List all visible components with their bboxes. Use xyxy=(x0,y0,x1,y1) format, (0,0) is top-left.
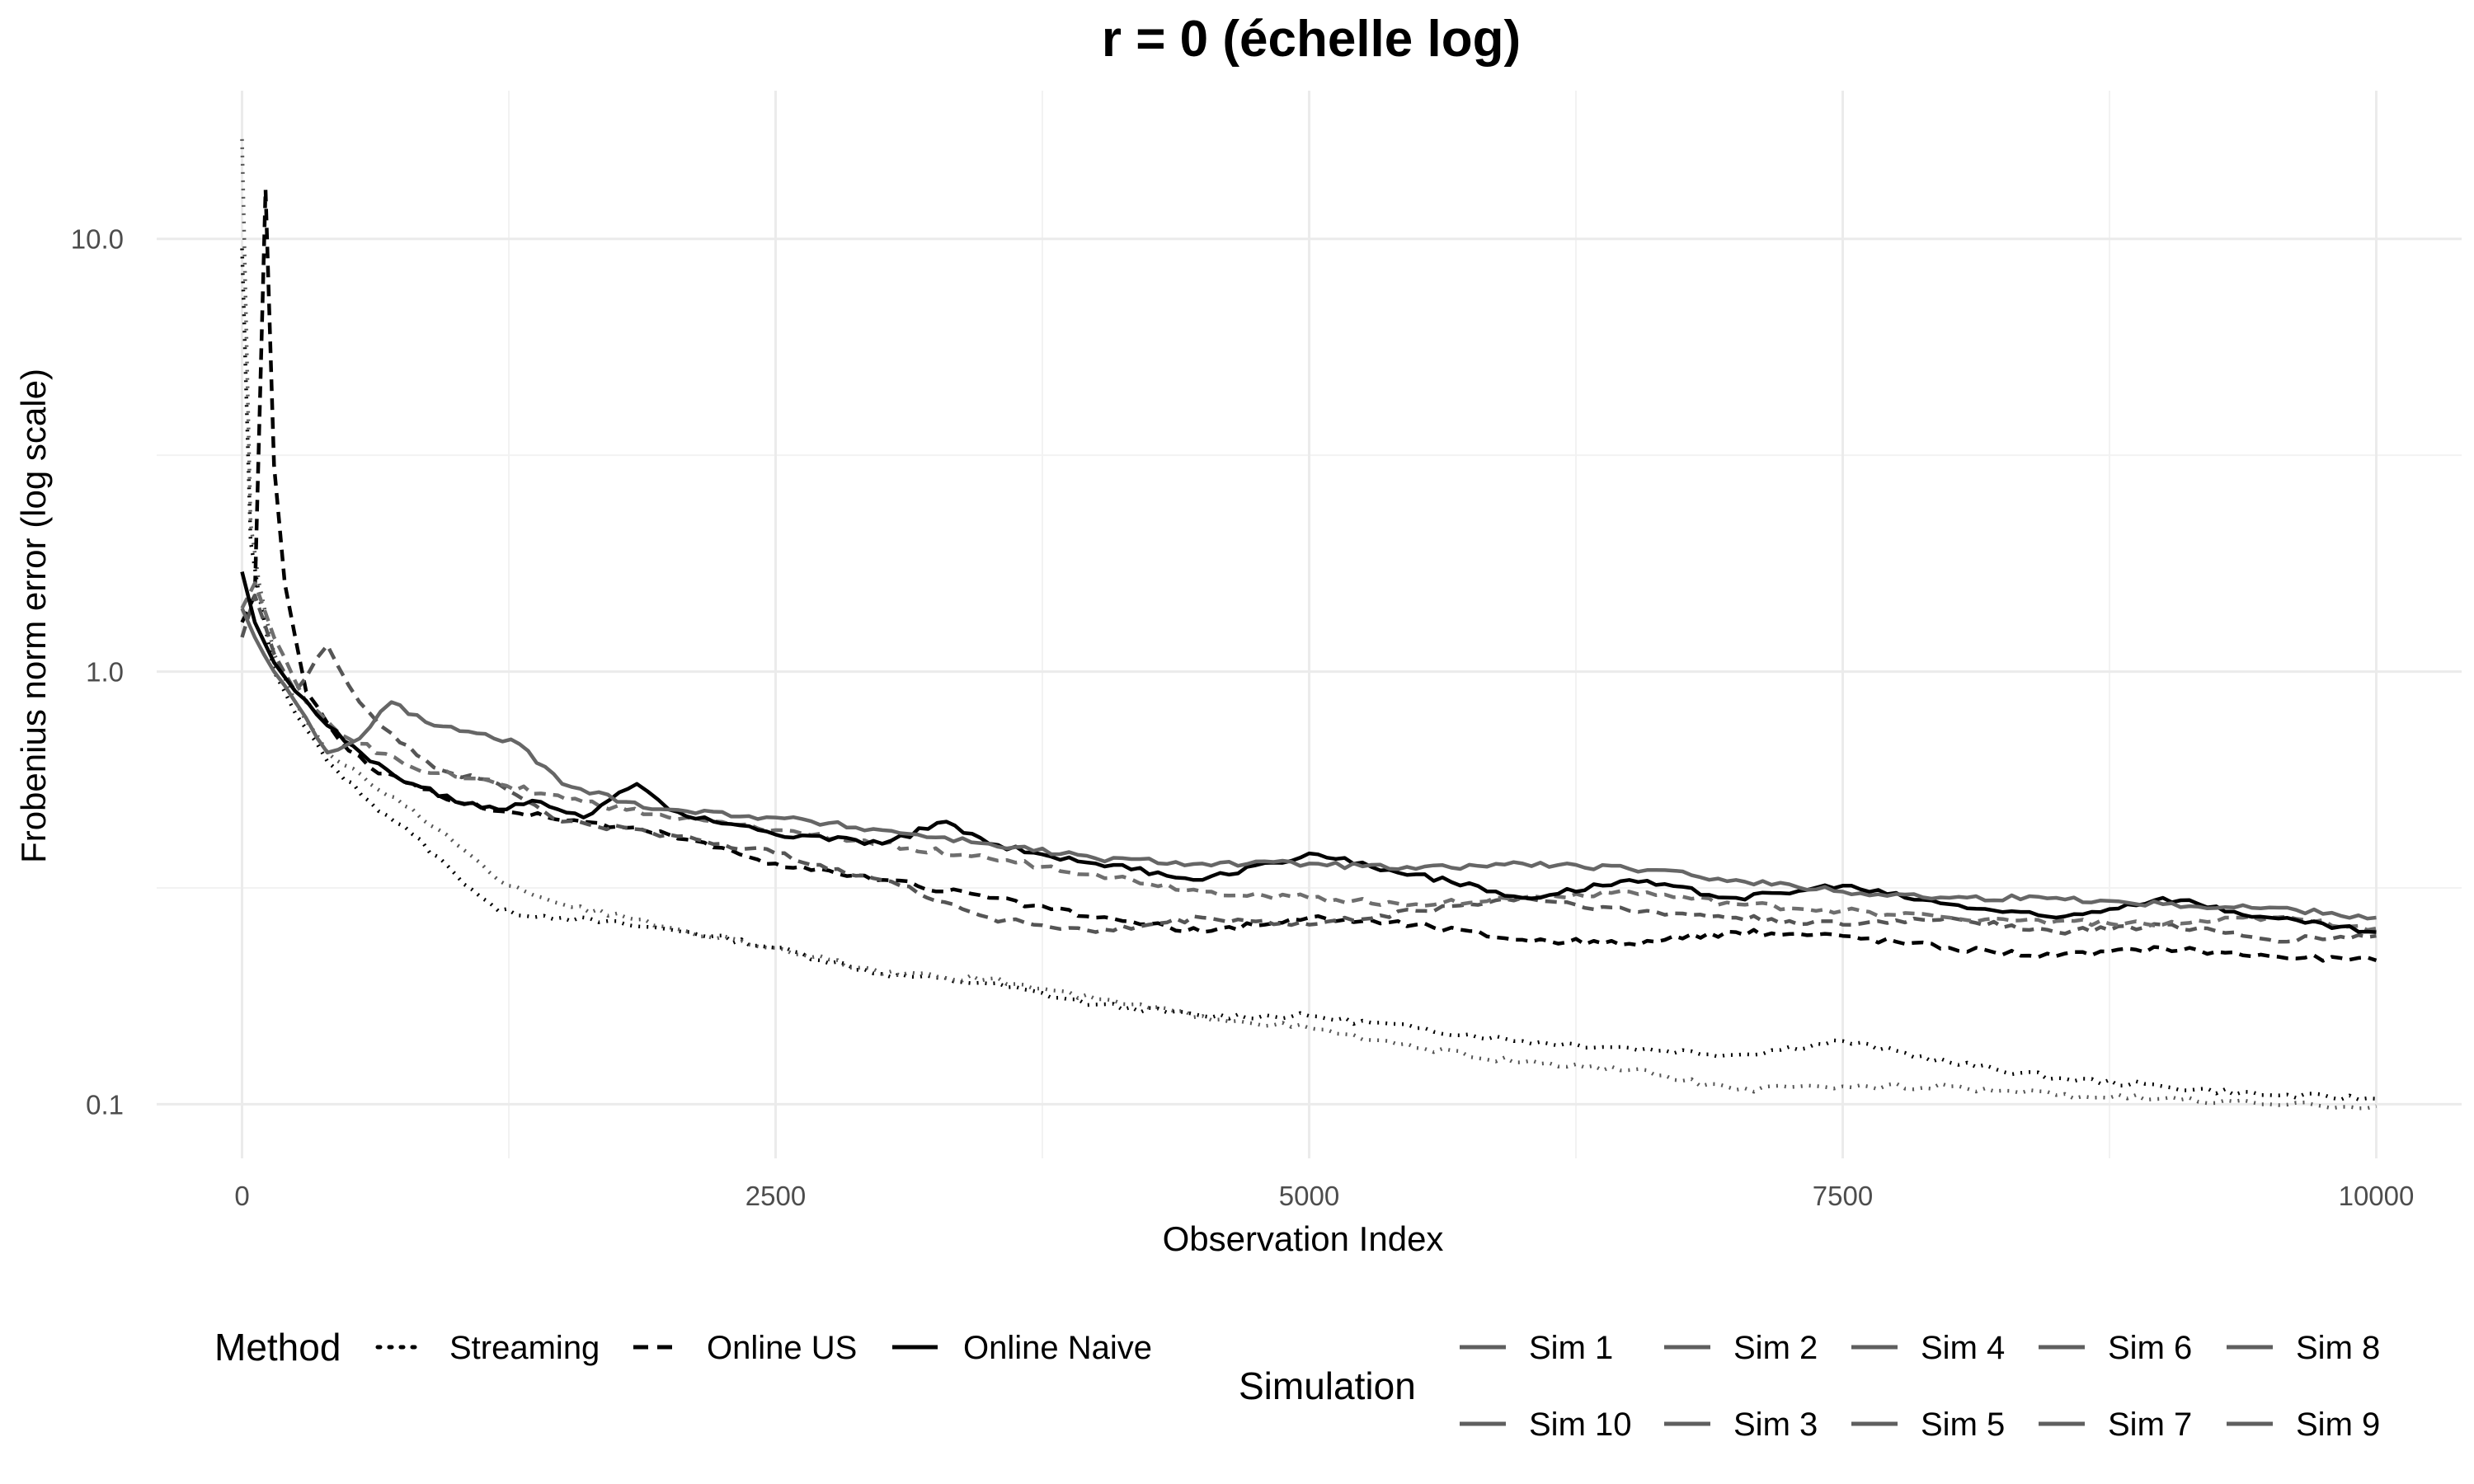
grid xyxy=(157,91,2462,1158)
legend-label-sim: Sim 2 xyxy=(1733,1330,1818,1366)
y-tick-label: 10.0 xyxy=(71,224,124,255)
legend-simulation: Simulation Sim 1 Sim 2 Sim 4 Sim 6 Sim 8 Sim … xyxy=(1239,1330,2380,1443)
legend-label-sim: Sim 5 xyxy=(1921,1407,2005,1443)
x-tick-label: 0 xyxy=(234,1181,249,1211)
legend-label-sim: Sim 1 xyxy=(1529,1330,1613,1366)
legend-label-sim: Sim 7 xyxy=(2108,1407,2192,1443)
legend-method-title: Method xyxy=(214,1326,341,1369)
legend-simulation-title: Simulation xyxy=(1239,1364,1416,1407)
legend-label-sim: Sim 4 xyxy=(1921,1330,2005,1366)
x-tick-label: 7500 xyxy=(1813,1181,1873,1211)
legend-method: Method Streaming Online US Online Naive xyxy=(214,1326,1152,1369)
series-line-online-us xyxy=(240,187,2378,963)
x-axis-title: Observation Index xyxy=(1163,1219,1444,1258)
series-line-online-naive xyxy=(240,571,2377,934)
y-tick-label: 1.0 xyxy=(86,657,124,688)
series-line-online-us xyxy=(240,593,2377,944)
y-tick-label: 0.1 xyxy=(86,1089,124,1120)
legend-label-sim: Sim 3 xyxy=(1733,1407,1818,1443)
y-tick-labels: 0.1 1.0 10.0 xyxy=(71,224,124,1120)
legend-label-sim: Sim 8 xyxy=(2296,1330,2380,1366)
series-line-streaming xyxy=(240,248,2377,1102)
legend-label-sim: Sim 9 xyxy=(2296,1407,2380,1443)
x-tick-label: 5000 xyxy=(1279,1181,1339,1211)
chart-title: r = 0 (échelle log) xyxy=(1102,11,1521,68)
x-tick-label: 2500 xyxy=(745,1181,806,1211)
series-line-streaming xyxy=(240,139,2377,1111)
y-axis-title: Frobenius norm error (log scale) xyxy=(14,369,53,863)
x-tick-label: 10000 xyxy=(2339,1181,2415,1211)
series-line-online-us xyxy=(240,581,2377,932)
x-tick-labels: 0 2500 5000 7500 10000 xyxy=(234,1181,2414,1211)
legend-label-sim: Sim 10 xyxy=(1529,1407,1632,1443)
legend-label-streaming: Streaming xyxy=(449,1330,600,1366)
legend-label-sim: Sim 6 xyxy=(2108,1330,2192,1366)
series-layer xyxy=(240,139,2378,1111)
legend-label-online-naive: Online Naive xyxy=(963,1330,1152,1366)
legend-label-online-us: Online US xyxy=(707,1330,857,1366)
series-line-online-naive xyxy=(240,607,2377,921)
